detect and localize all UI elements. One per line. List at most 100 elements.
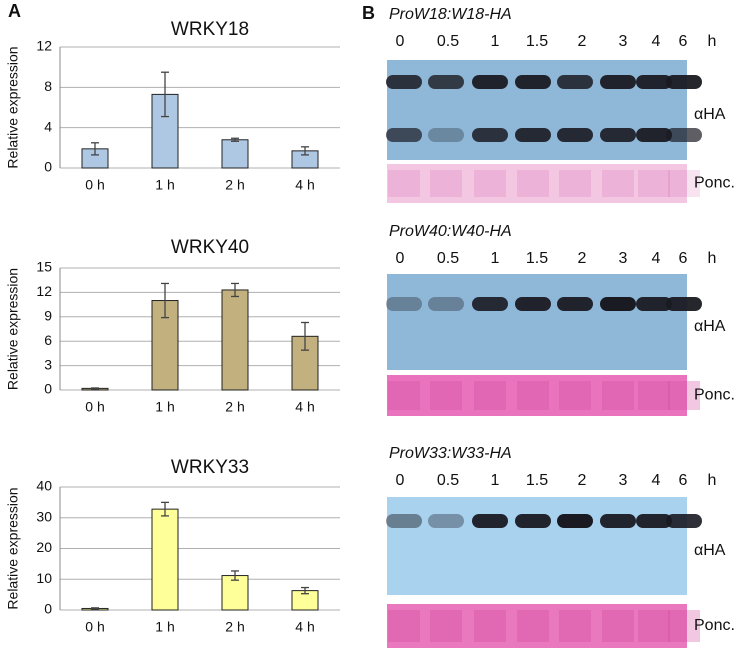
blot-band <box>600 75 636 89</box>
time-label: 0.5 <box>437 33 459 50</box>
blot-band <box>666 297 702 311</box>
x-tick-label: 2 h <box>225 177 244 193</box>
ponceau-lane <box>602 170 634 197</box>
y-tick-label: 6 <box>44 332 52 348</box>
ponceau-stain <box>387 604 687 648</box>
error-bar <box>301 586 309 595</box>
ponceau-lane <box>668 170 700 197</box>
time-label: 0 <box>396 472 405 489</box>
time-label: 1 <box>491 33 500 50</box>
time-label: 2 <box>578 33 587 50</box>
blot-band <box>472 514 508 528</box>
stain-label: Ponc. <box>694 387 735 404</box>
ponceau-lane <box>474 170 506 197</box>
blot-band <box>515 75 551 89</box>
antibody-label: αHA <box>694 106 726 123</box>
time-label: 2 <box>578 250 587 267</box>
ponceau-lane <box>430 170 462 197</box>
time-label: 0.5 <box>437 250 459 267</box>
time-label: 2 <box>578 472 587 489</box>
blot-band <box>428 297 464 311</box>
stain-label: Ponc. <box>694 175 735 192</box>
blot-band <box>557 514 593 528</box>
chart-title: WRKY40 <box>171 237 249 258</box>
time-label: 3 <box>619 472 628 489</box>
blot-band <box>557 128 593 142</box>
y-tick-label: 30 <box>36 508 52 524</box>
ponceau-lane <box>602 381 634 410</box>
x-tick-label: 4 h <box>295 399 314 415</box>
y-tick-label: 3 <box>44 356 52 372</box>
y-tick-label: 12 <box>36 283 52 299</box>
blot-band <box>515 514 551 528</box>
ponceau-lane <box>388 170 420 197</box>
blot-band <box>515 128 551 142</box>
blot-title: ProW40:W40-HA <box>389 223 512 240</box>
y-tick-label: 9 <box>44 308 52 324</box>
ponceau-lane <box>474 381 506 410</box>
blot-band <box>428 75 464 89</box>
ponceau-lane <box>638 381 670 410</box>
blot-band <box>666 128 702 142</box>
time-unit: h <box>708 33 717 50</box>
y-axis-label: Relative expression <box>5 268 21 390</box>
blot-band <box>515 297 551 311</box>
y-tick-label: 40 <box>36 478 52 494</box>
time-label: 6 <box>679 472 688 489</box>
y-tick-label: 12 <box>36 38 52 54</box>
ponceau-lane <box>559 170 591 197</box>
y-tick-label: 8 <box>44 78 52 94</box>
ponceau-lane <box>668 610 700 642</box>
time-label: 1 <box>491 472 500 489</box>
y-tick-label: 20 <box>36 539 52 555</box>
x-tick-label: 2 h <box>225 619 244 635</box>
blot-band <box>472 75 508 89</box>
blot-band <box>386 297 422 311</box>
error-bar <box>231 137 239 142</box>
time-label: 4 <box>652 33 661 50</box>
panel-label: B <box>362 3 375 23</box>
error-bar <box>91 607 99 610</box>
ponceau-lane <box>430 610 462 642</box>
x-tick-label: 1 h <box>155 399 174 415</box>
blot-title: ProW18:W18-HA <box>389 6 512 23</box>
ponceau-lane <box>602 610 634 642</box>
y-axis-label: Relative expression <box>5 46 21 168</box>
bar <box>221 575 249 611</box>
x-tick-label: 4 h <box>295 619 314 635</box>
y-tick-label: 15 <box>36 259 52 275</box>
y-tick-label: 10 <box>36 570 52 586</box>
error-bar <box>91 142 99 156</box>
ponceau-stain <box>387 164 687 203</box>
blot-band <box>666 75 702 89</box>
ponceau-lane <box>388 381 420 410</box>
blot-band <box>600 297 636 311</box>
y-tick-label: 0 <box>44 159 52 175</box>
blot-band <box>636 514 672 528</box>
y-tick-label: 0 <box>44 601 52 617</box>
error-bar <box>161 71 169 118</box>
x-tick-label: 1 h <box>155 177 174 193</box>
ponceau-lane <box>474 610 506 642</box>
x-tick-label: 2 h <box>225 399 244 415</box>
blot-band <box>428 128 464 142</box>
ponceau-lane <box>638 170 670 197</box>
blot-band <box>636 75 672 89</box>
time-label: 6 <box>679 33 688 50</box>
x-tick-label: 0 h <box>85 399 104 415</box>
panel-label: A <box>8 1 21 21</box>
stain-label: Ponc. <box>694 617 735 634</box>
antibody-label: αHA <box>694 318 726 335</box>
error-bar <box>161 501 169 517</box>
time-label: 4 <box>652 250 661 267</box>
time-label: 1 <box>491 250 500 267</box>
blot-band <box>386 514 422 528</box>
blot-band <box>472 128 508 142</box>
time-label: 0 <box>396 250 405 267</box>
y-tick-label: 4 <box>44 118 52 134</box>
x-tick-label: 0 h <box>85 177 104 193</box>
error-bar <box>231 570 239 581</box>
ponceau-lane <box>517 610 549 642</box>
antibody-label: αHA <box>694 542 726 559</box>
